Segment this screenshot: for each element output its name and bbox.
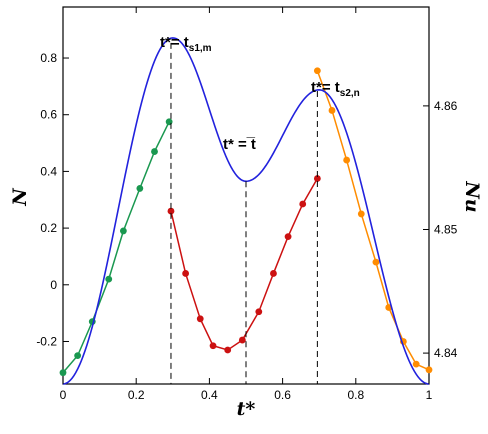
- data-point: [270, 270, 277, 277]
- y-tick-label: 0.8: [40, 51, 57, 65]
- series-layer: [59, 37, 433, 385]
- marker-annotation: t*= ts1,m: [160, 34, 212, 54]
- y-tick-label: 0.2: [40, 221, 57, 235]
- data-point: [209, 342, 217, 350]
- data-point: [343, 156, 351, 164]
- data-point: [284, 233, 292, 241]
- ticks: 0 0.2 0.4 0.6 0.8 1 -0.2 0 0.2 0.4 0.6 0.8 4.84 4.85 4…: [36, 7, 458, 402]
- data-point: [238, 336, 246, 344]
- data-point: [255, 308, 263, 316]
- y2-tick-label: 4.84: [434, 346, 458, 360]
- x-tick-label: 0: [60, 388, 67, 402]
- data-point: [412, 360, 420, 368]
- x-tick-label: 0.8: [347, 388, 364, 402]
- data-point: [372, 258, 380, 266]
- data-point: [357, 210, 365, 218]
- data-point: [74, 352, 82, 360]
- data-point: [59, 369, 67, 377]
- y-tick-label: 0: [50, 278, 57, 292]
- vertical-markers: t*= ts1,m t* = ̅t t*= ts2,n: [160, 34, 360, 384]
- data-point: [425, 366, 433, 374]
- marker-annotation: t*= ts2,n: [311, 79, 360, 99]
- n-series-line-0: [62, 121, 170, 374]
- data-point: [182, 270, 190, 277]
- data-point: [224, 346, 232, 354]
- data-point: [105, 275, 113, 283]
- y2-axis-title: Nu: [461, 180, 483, 212]
- y2-tick-label: 4.85: [434, 222, 458, 236]
- y-tick-label: -0.2: [36, 334, 57, 348]
- x-axis-title: t*: [237, 398, 256, 420]
- data-point: [136, 185, 144, 192]
- x-tick-label: 0.2: [128, 388, 145, 402]
- n-series-line-2: [316, 70, 430, 371]
- data-point: [196, 315, 204, 323]
- marker-annotation: t* = ̅t: [223, 136, 256, 153]
- y-tick-label: 0.4: [40, 164, 57, 178]
- data-point: [328, 107, 336, 114]
- y-axis-title: N: [9, 188, 31, 207]
- data-point: [313, 175, 321, 182]
- data-point: [119, 227, 127, 235]
- data-point: [313, 67, 321, 75]
- x-tick-label: 0.4: [201, 388, 218, 402]
- x-tick-label: 0.6: [274, 388, 291, 402]
- n-series-line-1: [170, 178, 319, 351]
- data-point: [165, 118, 173, 126]
- y2-tick-label: 4.86: [434, 99, 458, 113]
- x-tick-label: 1: [426, 388, 433, 402]
- y-tick-label: 0.6: [40, 108, 57, 122]
- data-point: [167, 207, 175, 215]
- data-point: [151, 148, 158, 155]
- data-point: [299, 200, 307, 208]
